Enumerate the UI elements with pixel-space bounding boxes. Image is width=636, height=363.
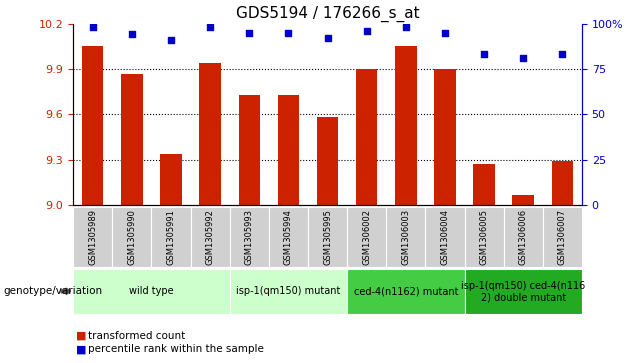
Text: GSM1306004: GSM1306004	[441, 209, 450, 265]
Bar	[434, 69, 456, 205]
Text: isp-1(qm150) ced-4(n116
2) double mutant: isp-1(qm150) ced-4(n116 2) double mutant	[461, 281, 585, 302]
Bar	[278, 95, 299, 205]
Title: GDS5194 / 176266_s_at: GDS5194 / 176266_s_at	[236, 6, 419, 22]
Bar	[551, 161, 573, 205]
Point	[88, 24, 98, 30]
Point	[440, 30, 450, 36]
Bar	[199, 63, 221, 205]
Point	[205, 24, 215, 30]
Bar	[121, 74, 142, 205]
Text: GSM1306007: GSM1306007	[558, 209, 567, 265]
Text: GSM1305991: GSM1305991	[167, 209, 176, 265]
Bar	[317, 117, 338, 205]
Text: GSM1306005: GSM1306005	[480, 209, 488, 265]
Text: ■: ■	[76, 344, 87, 354]
Text: GSM1306002: GSM1306002	[362, 209, 371, 265]
Bar	[160, 154, 182, 205]
Point	[401, 24, 411, 30]
Bar	[513, 195, 534, 205]
Text: percentile rank within the sample: percentile rank within the sample	[88, 344, 264, 354]
Point	[518, 55, 529, 61]
Point	[244, 30, 254, 36]
Point	[127, 32, 137, 37]
Text: ■: ■	[76, 331, 87, 341]
Point	[479, 52, 489, 57]
Text: GSM1305989: GSM1305989	[88, 209, 97, 265]
Text: GSM1305994: GSM1305994	[284, 209, 293, 265]
Text: GSM1306003: GSM1306003	[401, 209, 410, 265]
Bar	[473, 164, 495, 205]
Text: GSM1305990: GSM1305990	[127, 209, 136, 265]
Bar	[356, 69, 377, 205]
Text: GSM1305995: GSM1305995	[323, 209, 332, 265]
Point	[166, 37, 176, 43]
Text: GSM1306006: GSM1306006	[519, 209, 528, 265]
Text: isp-1(qm150) mutant: isp-1(qm150) mutant	[236, 286, 341, 296]
Point	[283, 30, 293, 36]
Text: transformed count: transformed count	[88, 331, 185, 341]
Point	[557, 52, 567, 57]
Point	[322, 35, 333, 41]
Point	[362, 28, 372, 34]
Bar	[395, 46, 417, 205]
Text: wild type: wild type	[129, 286, 174, 296]
Text: ced-4(n1162) mutant: ced-4(n1162) mutant	[354, 286, 458, 296]
Text: GSM1305993: GSM1305993	[245, 209, 254, 265]
Bar	[82, 46, 104, 205]
Text: genotype/variation: genotype/variation	[3, 286, 102, 296]
Text: GSM1305992: GSM1305992	[205, 209, 214, 265]
Bar	[238, 95, 260, 205]
